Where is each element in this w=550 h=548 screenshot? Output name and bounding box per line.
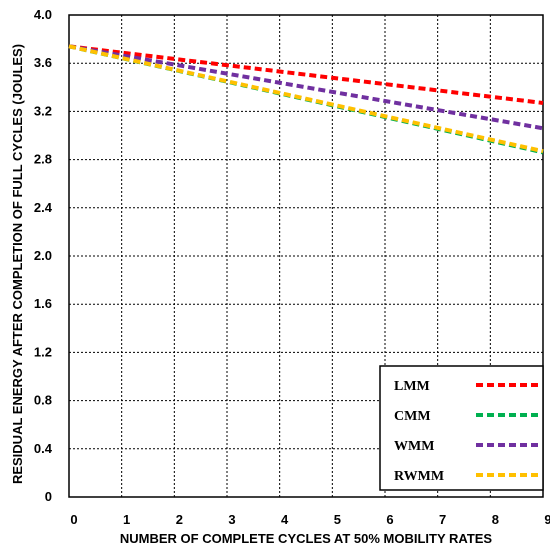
y-tick-label: 3.6 bbox=[34, 55, 52, 70]
y-tick-label: 0 bbox=[45, 489, 52, 504]
legend-label-cmm: CMM bbox=[394, 409, 431, 424]
series-line-rwmm bbox=[68, 44, 544, 154]
x-tick-label: 4 bbox=[281, 512, 289, 527]
x-tick-label: 5 bbox=[334, 512, 341, 527]
y-tick-label: 1.6 bbox=[34, 296, 52, 311]
x-tick-label: 0 bbox=[70, 512, 77, 527]
x-tick-label: 7 bbox=[439, 512, 446, 527]
y-tick-label: 2.0 bbox=[34, 248, 52, 263]
plot-frame bbox=[68, 14, 544, 498]
legend: LMM CMM WMM RWMM bbox=[379, 365, 544, 491]
x-tick-label: 3 bbox=[228, 512, 235, 527]
x-tick-labels: 0 1 2 3 4 5 6 7 8 9 bbox=[70, 512, 550, 527]
x-tick-label: 2 bbox=[176, 512, 183, 527]
y-tick-labels: 0 0.4 0.8 1.2 1.6 2.0 2.4 2.8 3.2 3.6 4.0 bbox=[34, 7, 53, 504]
x-tick-label: 9 bbox=[544, 512, 550, 527]
series-line-lmm bbox=[68, 44, 544, 105]
y-tick-label: 2.4 bbox=[34, 200, 53, 215]
series-line-wmm bbox=[68, 44, 544, 131]
series-layer bbox=[68, 44, 544, 155]
y-tick-label: 0.4 bbox=[34, 441, 53, 456]
grid-lines bbox=[69, 15, 543, 497]
x-tick-label: 8 bbox=[492, 512, 499, 527]
x-tick-label: 1 bbox=[123, 512, 130, 527]
y-tick-label: 2.8 bbox=[34, 152, 52, 167]
x-axis-title: NUMBER OF COMPLETE CYCLES AT 50% MOBILIT… bbox=[120, 531, 493, 546]
legend-label-rwmm: RWMM bbox=[394, 469, 444, 484]
legend-label-lmm: LMM bbox=[394, 379, 430, 394]
y-tick-label: 4.0 bbox=[34, 7, 52, 22]
y-tick-label: 0.8 bbox=[34, 393, 52, 408]
y-tick-label: 1.2 bbox=[34, 344, 52, 359]
y-axis-title: RESIDUAL ENERGY AFTER COMPLETION OF FULL… bbox=[10, 44, 25, 484]
x-tick-label: 6 bbox=[386, 512, 393, 527]
y-tick-label: 3.2 bbox=[34, 103, 52, 118]
legend-label-wmm: WMM bbox=[394, 439, 434, 454]
